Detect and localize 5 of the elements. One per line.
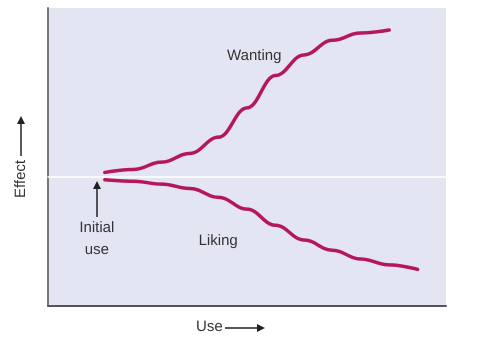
series-label: Liking <box>198 232 238 249</box>
series-label: Wanting <box>227 46 282 64</box>
annotation: Initial use <box>78 218 116 260</box>
y-axis-title: Effect <box>12 160 29 198</box>
x-axis-title: Use <box>196 318 223 335</box>
